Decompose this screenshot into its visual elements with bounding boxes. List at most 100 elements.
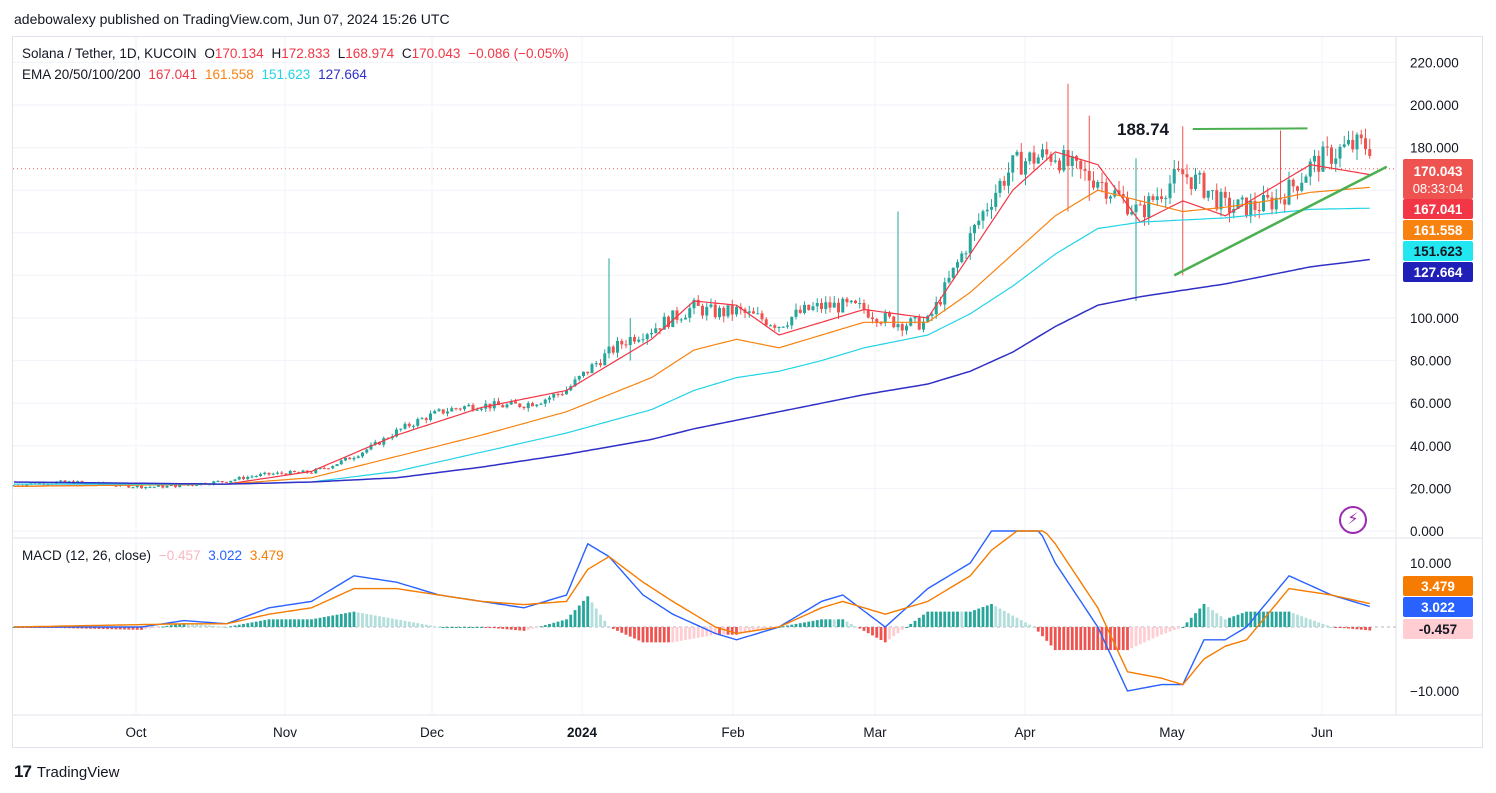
brand-name: TradingView	[36, 763, 120, 781]
macd-hist-bar	[1087, 627, 1091, 651]
candle-body	[1355, 134, 1359, 150]
candle	[225, 481, 228, 483]
candle-body	[930, 314, 934, 316]
candle	[811, 301, 815, 312]
candle-body	[794, 309, 798, 317]
macd-hist-bar	[386, 617, 390, 627]
candle-body	[25, 484, 29, 486]
macd-hist-bar	[446, 627, 449, 628]
candle-body	[811, 306, 815, 310]
time-tick-label: Dec	[420, 725, 444, 740]
macd-hist-bar	[1313, 620, 1316, 627]
candle-body	[195, 485, 199, 487]
macd-hist-bar	[752, 627, 755, 632]
candle-body	[1287, 179, 1291, 205]
candle-body	[1100, 182, 1104, 184]
footer-brand[interactable]: 17 TradingView	[14, 762, 119, 782]
macd-hist-bar	[611, 627, 615, 629]
macd-hist-bar	[339, 613, 343, 627]
macd-hist-bar	[123, 627, 126, 630]
macd-hist-bar	[862, 627, 866, 631]
candle	[1223, 186, 1227, 207]
macd-hist-bar	[679, 627, 683, 641]
ema-title[interactable]: EMA 20/50/100/200	[22, 67, 141, 82]
candle-body	[509, 401, 513, 405]
macd-hist-bar	[80, 627, 84, 629]
candle	[990, 199, 993, 220]
candle	[297, 471, 301, 474]
macd-hist-bar	[1151, 627, 1155, 639]
candle	[1079, 160, 1083, 179]
macd-hist-bar	[161, 626, 165, 628]
macd-hist-bar	[590, 602, 594, 627]
macd-hist-bar	[106, 627, 109, 630]
macd-hist-bar	[1147, 627, 1151, 641]
symbol-label[interactable]: Solana / Tether, 1D, KUCOIN	[22, 46, 197, 61]
macd-hist-bar	[182, 623, 186, 627]
macd-hist-bar	[637, 627, 641, 641]
macd-hist-bar	[1083, 627, 1087, 651]
macd-hist-bar	[267, 619, 271, 627]
candle	[1368, 138, 1372, 159]
lightning-icon[interactable]: ⚡	[1339, 506, 1367, 534]
candle-body	[437, 409, 441, 412]
candle	[896, 211, 900, 331]
candle	[858, 297, 862, 309]
candle	[276, 471, 279, 475]
candle	[926, 314, 930, 323]
candle	[420, 416, 424, 420]
candle	[399, 428, 403, 432]
macd-hist-bar	[599, 614, 602, 627]
macd-hist-bar	[403, 620, 407, 627]
macd-hist-bar	[573, 610, 577, 627]
macd-hist-bar	[1287, 611, 1291, 627]
macd-hist-bar	[1211, 610, 1214, 627]
macd-hist-bar	[645, 627, 649, 643]
candle-body	[259, 474, 262, 477]
candle	[1296, 185, 1299, 200]
candle-body	[174, 485, 177, 488]
macd-hist-bar	[1296, 614, 1299, 627]
macd-hist-bar	[352, 611, 356, 627]
macd-hist-bar	[1228, 617, 1231, 627]
macd-hist-bar	[233, 625, 237, 627]
candle-body	[161, 485, 165, 488]
macd-hist-bar	[871, 627, 874, 636]
resistance-line	[1192, 127, 1308, 130]
high-label: H	[271, 46, 282, 61]
candle-body	[382, 438, 386, 445]
candle	[743, 307, 747, 319]
macd-signal-badge: 3.479	[1421, 579, 1455, 594]
candle-body	[1168, 183, 1172, 199]
macd-hist-bar	[382, 617, 386, 627]
macd-hist-bar	[463, 627, 466, 628]
candle-body	[1291, 179, 1295, 187]
candle-body	[233, 479, 237, 481]
candle-body	[688, 308, 692, 318]
candle	[1189, 177, 1193, 196]
ema100-badge-bg	[1403, 241, 1473, 261]
candle-body	[369, 444, 373, 450]
candle-body	[1189, 177, 1193, 190]
candle	[671, 310, 675, 328]
macd-hist-bar	[718, 627, 721, 635]
macd-hist-bar	[735, 627, 738, 635]
candle-body	[1024, 161, 1027, 175]
macd-title[interactable]: MACD (12, 26, close)	[22, 548, 152, 563]
candle	[1232, 199, 1236, 219]
macd-hist-bar	[930, 611, 934, 627]
macd-hist-bar	[420, 623, 424, 627]
macd-hist-bar	[713, 627, 717, 635]
macd-hist-bar	[369, 614, 373, 627]
candle	[705, 303, 709, 321]
candle	[1355, 132, 1359, 161]
candle-body	[1083, 169, 1087, 171]
macd-hist-bar	[1206, 607, 1210, 627]
macd-hist-bar	[471, 627, 475, 628]
candle	[131, 486, 135, 489]
candle-body	[586, 371, 590, 374]
macd-hist-bar	[135, 627, 139, 630]
candle-body	[1151, 196, 1155, 200]
candle-body	[454, 408, 458, 410]
